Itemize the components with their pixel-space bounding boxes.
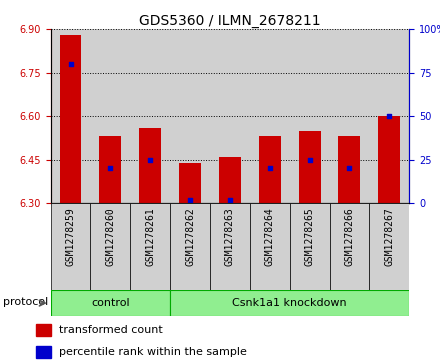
Text: GSM1278259: GSM1278259 [66, 208, 76, 266]
Bar [330, 29, 369, 203]
Point [107, 166, 114, 171]
Bar [170, 290, 409, 316]
Text: GSM1278265: GSM1278265 [304, 208, 315, 266]
Bar [210, 29, 250, 203]
Bar [299, 131, 321, 203]
Point [386, 113, 393, 119]
Bar [250, 203, 290, 290]
Point [346, 166, 353, 171]
Bar [139, 128, 161, 203]
Point [67, 61, 74, 67]
Bar [330, 203, 369, 290]
Text: transformed count: transformed count [59, 325, 163, 335]
Bar [338, 136, 360, 203]
Bar [130, 29, 170, 203]
Text: GSM1278266: GSM1278266 [345, 208, 355, 266]
Text: GSM1278267: GSM1278267 [384, 208, 394, 266]
Bar [210, 203, 250, 290]
Text: GSM1278261: GSM1278261 [145, 208, 155, 266]
Text: protocol: protocol [3, 297, 48, 307]
Bar [51, 290, 170, 316]
Title: GDS5360 / ILMN_2678211: GDS5360 / ILMN_2678211 [139, 14, 321, 28]
Bar [130, 203, 170, 290]
Bar [170, 203, 210, 290]
Text: control: control [91, 298, 130, 308]
Bar [51, 203, 91, 290]
Point [187, 197, 194, 203]
Bar [290, 29, 330, 203]
Text: percentile rank within the sample: percentile rank within the sample [59, 347, 247, 357]
Bar [91, 203, 130, 290]
Bar [91, 29, 130, 203]
Bar [378, 116, 400, 203]
Bar [259, 136, 281, 203]
Bar [290, 203, 330, 290]
Point [306, 157, 313, 163]
Bar [36, 346, 51, 358]
Bar [369, 29, 409, 203]
Text: Csnk1a1 knockdown: Csnk1a1 knockdown [232, 298, 347, 308]
Bar [219, 157, 241, 203]
Bar [59, 35, 81, 203]
Bar [36, 324, 51, 336]
Text: GSM1278260: GSM1278260 [105, 208, 115, 266]
Point [227, 197, 234, 203]
Text: GSM1278263: GSM1278263 [225, 208, 235, 266]
Text: GSM1278264: GSM1278264 [265, 208, 275, 266]
Bar [51, 29, 91, 203]
Point [266, 166, 273, 171]
Bar [170, 29, 210, 203]
Bar [179, 163, 201, 203]
Point [147, 157, 154, 163]
Text: GSM1278262: GSM1278262 [185, 208, 195, 266]
Bar [369, 203, 409, 290]
Bar [250, 29, 290, 203]
Bar [99, 136, 121, 203]
